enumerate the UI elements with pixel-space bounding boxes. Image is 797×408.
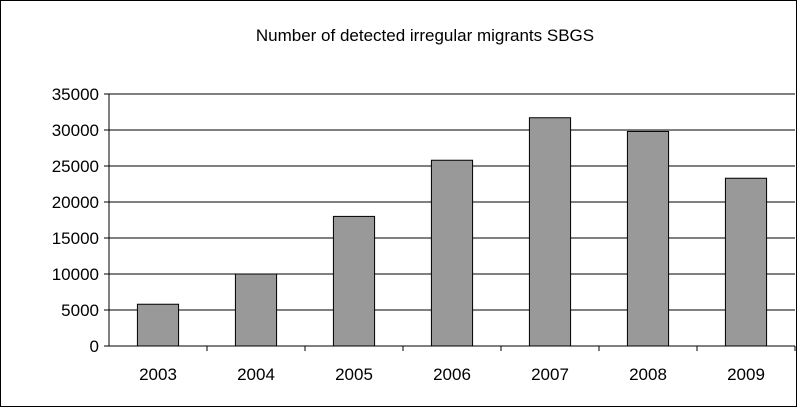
y-tick-label: 25000 [52, 157, 99, 176]
bar-2003 [136, 303, 180, 347]
y-tick-label: 10000 [52, 265, 99, 284]
y-tick-label: 5000 [61, 301, 99, 320]
x-tick-label: 2006 [433, 365, 471, 384]
bar-2004 [234, 273, 278, 347]
x-tick-label: 2007 [531, 365, 569, 384]
bar-2006 [430, 159, 474, 347]
y-tick-label: 35000 [52, 85, 99, 104]
x-tick-label: 2005 [335, 365, 373, 384]
chart-title: Number of detected irregular migrants SB… [256, 26, 594, 45]
y-tick-label: 30000 [52, 121, 99, 140]
bar-2008 [626, 130, 670, 347]
y-tick-label: 20000 [52, 193, 99, 212]
x-tick-label: 2008 [629, 365, 667, 384]
bars [136, 117, 768, 347]
x-tick-labels: 2003 2004 2005 2006 2007 2008 2009 [139, 346, 796, 384]
axes [108, 94, 795, 347]
bar-2007 [528, 117, 572, 347]
x-tick-label: 2004 [237, 365, 275, 384]
bar-2009 [724, 177, 768, 347]
y-tick-labels: 0 5000 10000 15000 20000 25000 30000 35000 [52, 85, 99, 356]
y-tick-label: 0 [90, 337, 99, 356]
bar-2005 [332, 215, 376, 347]
x-tick-label: 2009 [727, 365, 765, 384]
y-tick-label: 15000 [52, 229, 99, 248]
x-tick-label: 2003 [139, 365, 177, 384]
